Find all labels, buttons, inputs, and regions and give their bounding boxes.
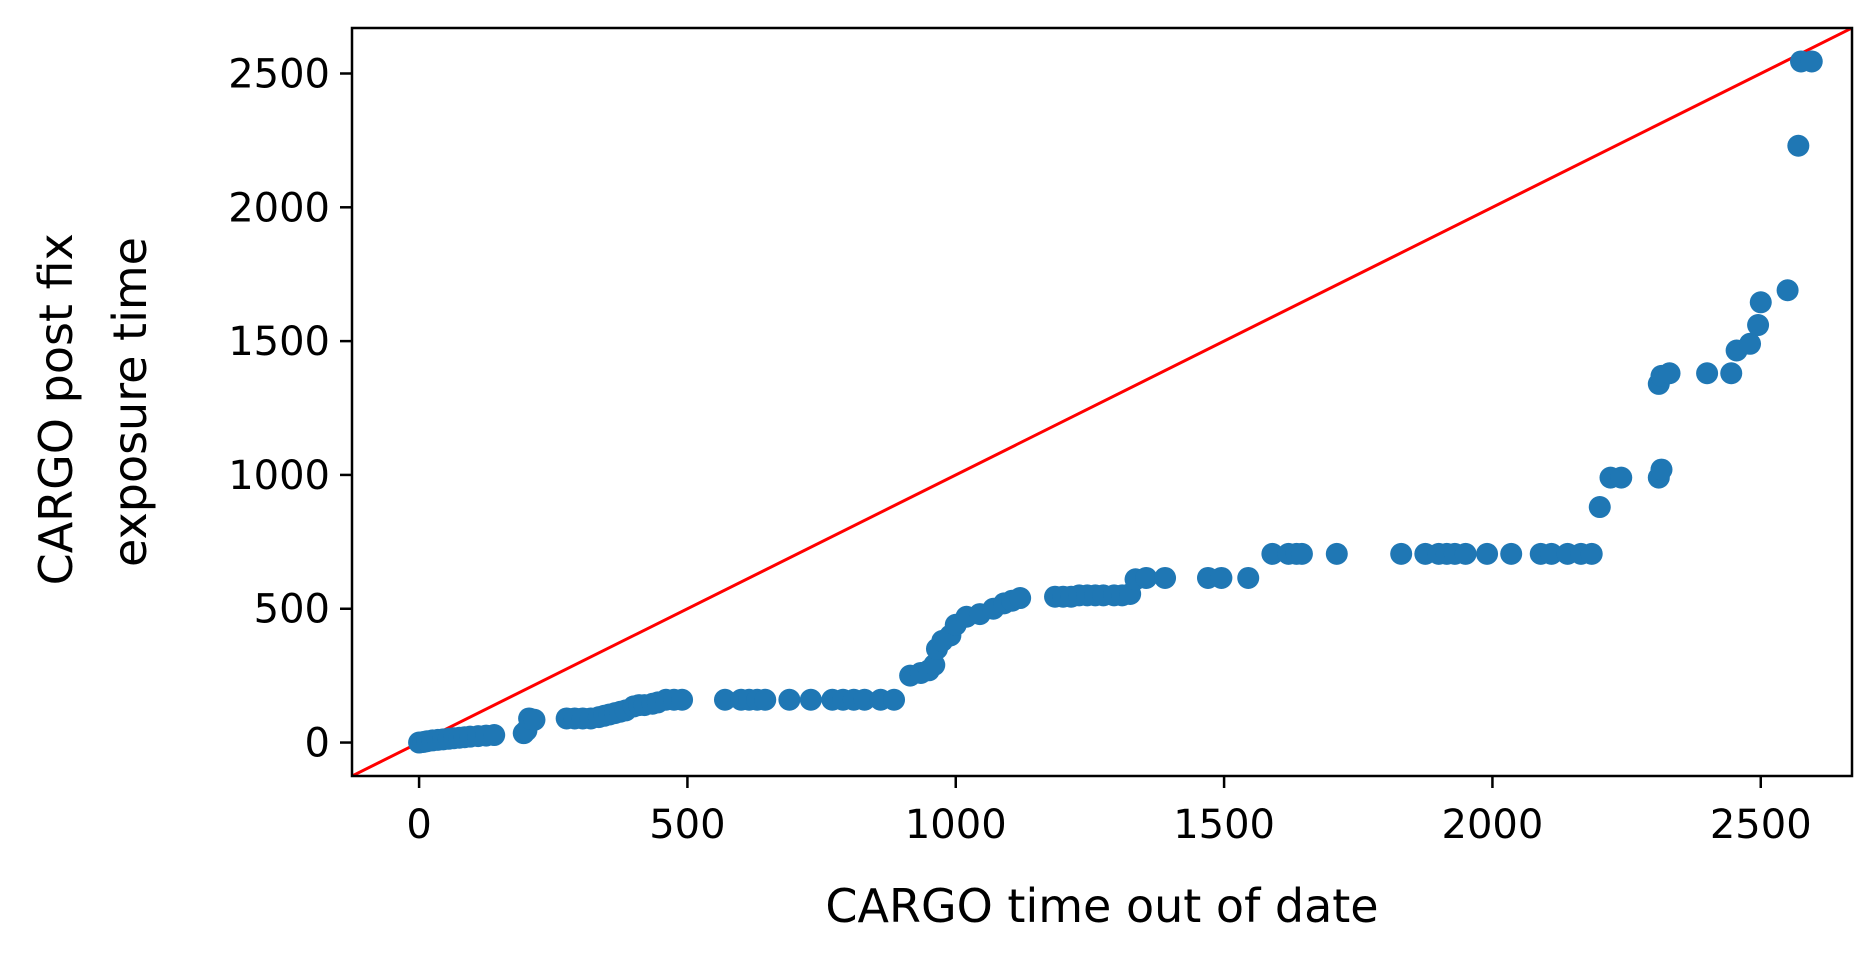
data-point bbox=[1588, 496, 1611, 519]
data-point bbox=[1749, 291, 1772, 314]
data-point bbox=[1454, 542, 1477, 565]
y-tick-label: 1000 bbox=[228, 453, 330, 499]
plot-frame bbox=[350, 26, 1854, 778]
reference-line bbox=[352, 28, 1852, 776]
y-axis-label-line-1: CARGO post fix bbox=[29, 233, 83, 585]
y-tick-label: 1500 bbox=[228, 319, 330, 365]
y-tick-label: 2000 bbox=[228, 185, 330, 231]
data-point bbox=[1261, 542, 1284, 565]
data-point bbox=[523, 708, 546, 731]
data-point bbox=[1500, 542, 1523, 565]
data-point bbox=[799, 688, 822, 711]
data-point bbox=[1290, 542, 1313, 565]
y-tick-label: 500 bbox=[254, 587, 330, 633]
y-axis: 0 500 1000 1500 2000 2500 bbox=[228, 51, 352, 767]
data-point bbox=[1135, 566, 1158, 589]
x-axis: 0 500 1000 1500 2000 2500 bbox=[406, 776, 1812, 848]
data-point bbox=[1210, 566, 1233, 589]
data-point bbox=[1720, 362, 1743, 385]
data-point bbox=[1650, 458, 1673, 481]
data-point bbox=[1610, 466, 1633, 489]
x-tick-label: 0 bbox=[406, 802, 431, 848]
x-tick-label: 2500 bbox=[1710, 802, 1812, 848]
data-point bbox=[1747, 314, 1770, 337]
data-point bbox=[1800, 50, 1823, 73]
data-point bbox=[754, 688, 777, 711]
x-tick-label: 2000 bbox=[1442, 802, 1544, 848]
data-points bbox=[408, 50, 1823, 754]
x-tick-label: 500 bbox=[649, 802, 725, 848]
data-point bbox=[1540, 542, 1563, 565]
data-point bbox=[1476, 542, 1499, 565]
y-axis-label: CARGO post fix exposure time bbox=[29, 219, 157, 586]
data-point bbox=[1580, 542, 1603, 565]
data-point bbox=[1739, 332, 1762, 355]
plot-area bbox=[350, 26, 1854, 778]
data-point bbox=[1009, 587, 1032, 610]
data-point bbox=[883, 688, 906, 711]
data-point bbox=[1658, 362, 1681, 385]
data-point bbox=[1776, 279, 1799, 302]
data-point bbox=[1237, 566, 1260, 589]
y-axis-label-line-2: exposure time bbox=[103, 237, 157, 567]
data-point bbox=[713, 688, 736, 711]
data-point bbox=[1390, 542, 1413, 565]
data-point bbox=[853, 688, 876, 711]
x-axis-label: CARGO time out of date bbox=[825, 879, 1378, 933]
x-tick-label: 1500 bbox=[1173, 802, 1275, 848]
y-tick-label: 0 bbox=[305, 721, 330, 767]
x-tick-label: 1000 bbox=[905, 802, 1007, 848]
data-point bbox=[1696, 362, 1719, 385]
data-point bbox=[671, 688, 694, 711]
data-point bbox=[483, 724, 506, 747]
data-point bbox=[1154, 566, 1177, 589]
data-point bbox=[778, 688, 801, 711]
data-point bbox=[1325, 542, 1348, 565]
y-tick-label: 2500 bbox=[228, 51, 330, 97]
data-point bbox=[1787, 134, 1810, 157]
